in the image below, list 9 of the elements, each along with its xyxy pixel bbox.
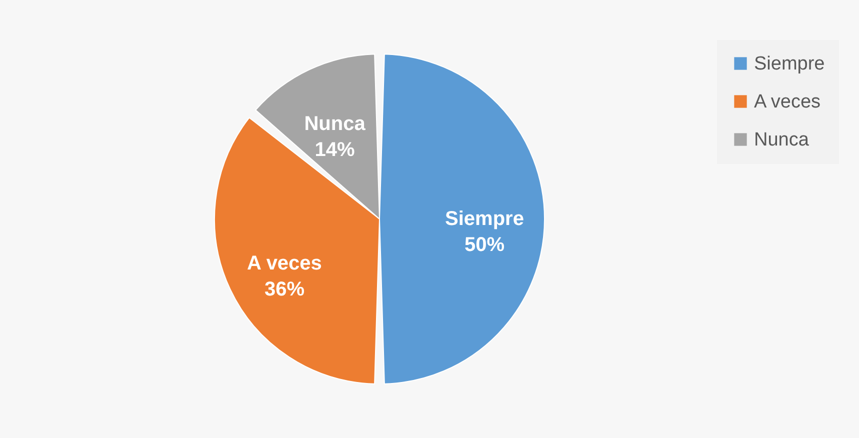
data-label: 14%: [314, 138, 356, 161]
slice-label: Siempre: [445, 208, 524, 230]
slice-label: Nunca: [304, 112, 366, 135]
data-label: 36%: [264, 278, 305, 301]
legend-label: Nunca: [754, 130, 810, 150]
legend-label: Siempre: [754, 54, 825, 74]
data-label: 50%: [464, 234, 505, 256]
legend-label: A veces: [754, 92, 821, 112]
slice-label: A veces: [247, 252, 322, 275]
